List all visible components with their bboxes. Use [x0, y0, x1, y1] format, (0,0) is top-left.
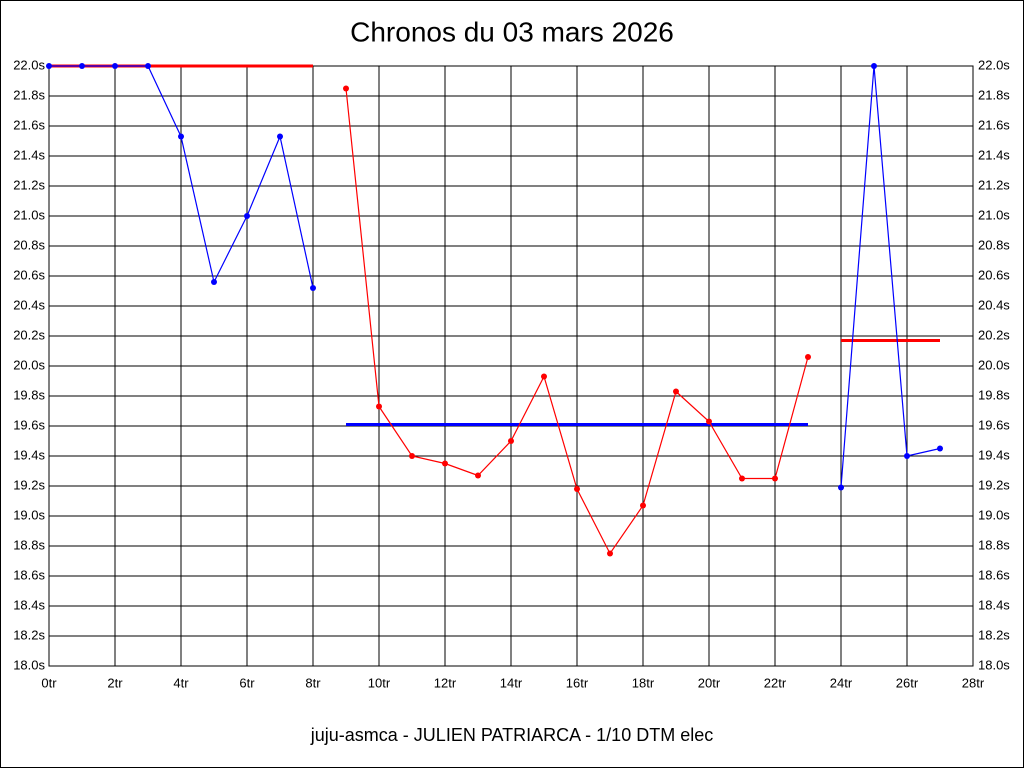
x-tick-label: 14tr [500, 675, 523, 690]
data-point [607, 550, 613, 557]
y-tick-label: 22.0s [13, 57, 45, 72]
x-tick-label: 12tr [434, 675, 457, 690]
y-tick-label: 20.2s [13, 327, 45, 342]
y2-tick-label: 20.4s [978, 297, 1010, 312]
y-tick-label: 20.6s [13, 267, 45, 282]
x-tick-label: 8tr [305, 675, 321, 690]
y2-tick-label: 19.4s [978, 447, 1010, 462]
y2-tick-label: 18.8s [978, 537, 1010, 552]
y2-tick-label: 22.0s [978, 57, 1010, 72]
y-tick-label: 18.4s [13, 597, 45, 612]
y2-tick-label: 19.6s [978, 417, 1010, 432]
data-point [640, 502, 646, 509]
y2-tick-label: 18.0s [978, 657, 1010, 672]
data-point [145, 63, 151, 69]
y2-tick-label: 18.6s [978, 567, 1010, 582]
data-point [937, 445, 943, 452]
data-point [904, 453, 910, 459]
x-tick-label: 28tr [962, 675, 985, 690]
data-point [508, 438, 514, 444]
data-point [838, 484, 844, 491]
y-tick-label: 19.0s [13, 507, 45, 522]
chart-title: Chronos du 03 mars 2026 [350, 16, 674, 47]
x-tick-label: 10tr [368, 675, 391, 690]
y-tick-label: 21.0s [13, 207, 45, 222]
y-tick-label: 20.8s [13, 237, 45, 252]
y-tick-label: 21.8s [13, 87, 45, 102]
x-tick-label: 24tr [830, 675, 853, 690]
y-tick-label: 21.2s [13, 177, 45, 192]
y-tick-label: 21.4s [13, 147, 45, 162]
y2-tick-label: 21.4s [978, 147, 1010, 162]
y2-tick-label: 20.0s [978, 357, 1010, 372]
plot-border [48, 65, 974, 667]
x-tick-label: 0tr [41, 675, 57, 690]
data-point [112, 63, 118, 69]
data-point [541, 373, 547, 380]
y2-tick-label: 21.2s [978, 177, 1010, 192]
y-tick-label: 18.2s [13, 627, 45, 642]
data-point [409, 453, 415, 459]
y2-tick-label: 18.4s [978, 597, 1010, 612]
y-tick-label: 18.8s [13, 537, 45, 552]
y2-tick-label: 18.2s [978, 627, 1010, 642]
y-tick-label: 20.4s [13, 297, 45, 312]
data-point [475, 472, 481, 479]
data-point [442, 460, 448, 467]
data-point [805, 354, 811, 360]
y-tick-label: 18.0s [13, 657, 45, 672]
x-tick-label: 22tr [764, 675, 787, 690]
series-line [840, 65, 941, 488]
data-point [739, 475, 745, 482]
data-point [310, 285, 316, 291]
data-point [772, 475, 778, 482]
y-tick-label: 20.0s [13, 357, 45, 372]
data-point [343, 85, 349, 92]
data-point [706, 418, 712, 425]
y-tick-label: 19.6s [13, 417, 45, 432]
y2-tick-label: 20.2s [978, 327, 1010, 342]
x-tick-label: 16tr [566, 675, 589, 690]
y-tick-label: 19.8s [13, 387, 45, 402]
y-tick-label: 19.4s [13, 447, 45, 462]
y2-tick-label: 20.6s [978, 267, 1010, 282]
data-point [871, 63, 877, 69]
data-point [673, 388, 679, 395]
x-tick-label: 4tr [173, 675, 189, 690]
y-tick-label: 19.2s [13, 477, 45, 492]
y2-tick-label: 19.0s [978, 507, 1010, 522]
x-tick-label: 6tr [239, 675, 255, 690]
data-point [574, 486, 580, 492]
y2-tick-label: 20.8s [978, 237, 1010, 252]
data-point [244, 213, 250, 219]
x-tick-label: 2tr [107, 675, 123, 690]
y2-tick-label: 21.8s [978, 87, 1010, 102]
data-point [376, 403, 382, 410]
data-point [178, 133, 184, 140]
y2-tick-label: 19.8s [978, 387, 1010, 402]
x-tick-label: 26tr [896, 675, 919, 690]
y2-tick-label: 21.6s [978, 117, 1010, 132]
data-point [79, 63, 85, 69]
y-tick-label: 21.6s [13, 117, 45, 132]
data-point [211, 279, 217, 285]
y-tick-label: 18.6s [13, 567, 45, 582]
data-point [277, 133, 283, 140]
y2-tick-label: 21.0s [978, 207, 1010, 222]
x-tick-label: 20tr [698, 675, 721, 690]
data-point [46, 63, 52, 69]
chart-subtitle: juju-asmca - JULIEN PATRIARCA - 1/10 DTM… [310, 725, 713, 745]
x-tick-label: 18tr [632, 675, 655, 690]
y2-tick-label: 19.2s [978, 477, 1010, 492]
